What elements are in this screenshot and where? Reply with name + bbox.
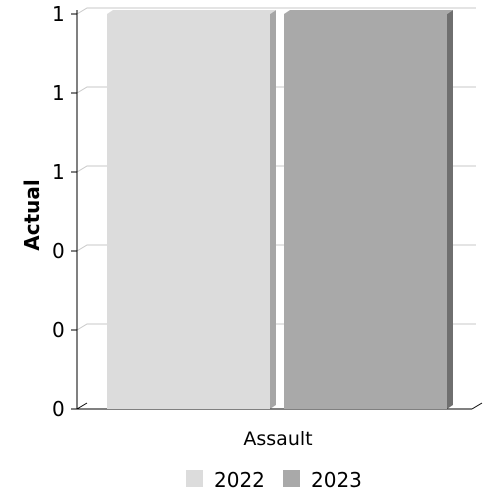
x-axis-floor-edge (76, 402, 88, 410)
bar-2023 (284, 10, 453, 409)
grid-line (76, 7, 476, 15)
legend-swatch-2023 (283, 470, 300, 487)
legend-label-2023: 2023 (311, 468, 362, 492)
y-tick-labels: 0 0 0 1 1 1 (52, 2, 77, 421)
y-tick-label: 0 (52, 318, 65, 342)
legend-label-2022: 2022 (214, 468, 265, 492)
bar-top-face (284, 10, 453, 14)
y-tick-label: 1 (52, 160, 65, 184)
x-axis-floor-edge-right (471, 402, 483, 410)
y-tick-label: 0 (52, 397, 65, 421)
bar-front-face (107, 14, 270, 409)
bar-side-face (270, 10, 276, 409)
bar-2022 (107, 10, 276, 409)
legend: 2022 2023 (186, 468, 362, 492)
y-tick-label: 0 (52, 239, 65, 263)
y-tick-label: 1 (52, 2, 65, 26)
bar-front-face (284, 14, 447, 409)
y-axis-title: Actual (20, 179, 44, 250)
bars (107, 10, 453, 409)
y-tick-label: 1 (52, 81, 65, 105)
legend-swatch-2022 (186, 470, 203, 487)
bar-top-face (107, 10, 276, 14)
x-category-label: Assault (243, 428, 312, 450)
bar-side-face (447, 10, 453, 409)
